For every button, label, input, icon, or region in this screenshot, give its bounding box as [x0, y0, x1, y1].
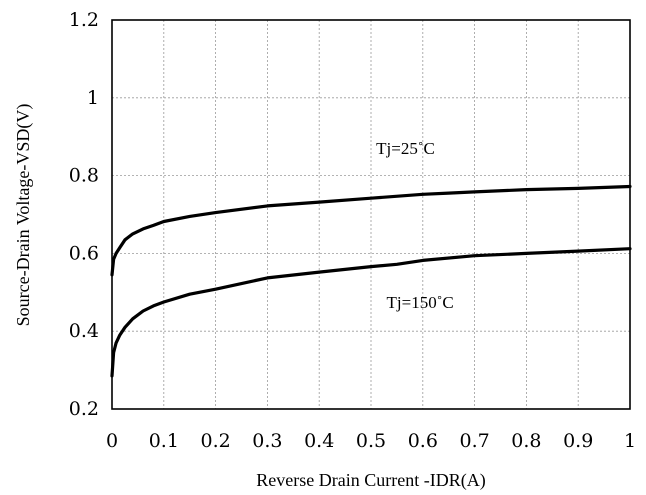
- y-tick-label: 1: [87, 87, 99, 109]
- x-tick-labels: 0 0.1 0.2 0.3 0.4 0.5 0.6 0.7 0.8 0.9 1: [106, 430, 636, 452]
- x-tick-label: 0.9: [563, 430, 593, 452]
- curve-annotation: Tj=150˚C: [387, 293, 454, 312]
- y-tick-label: 0.6: [69, 242, 99, 264]
- y-tick-label: 0.2: [69, 398, 99, 420]
- x-tick-label: 0.8: [511, 430, 541, 452]
- x-tick-label: 0.7: [459, 430, 489, 452]
- x-tick-label: 0.5: [356, 430, 386, 452]
- y-axis-label: Source-Drain Voltage-VSD(V): [13, 104, 34, 327]
- plot-frame: [111, 19, 631, 410]
- x-tick-label: 0.6: [408, 430, 438, 452]
- grid: [112, 20, 630, 409]
- x-tick-label: 1: [624, 430, 636, 452]
- annotations: Tj=25˚C Tj=150˚C: [376, 139, 454, 312]
- y-tick-label: 1.2: [69, 9, 99, 31]
- series-group: [110, 184, 632, 378]
- x-axis-label: Reverse Drain Current -IDR(A): [256, 470, 485, 491]
- curve-annotation: Tj=25˚C: [376, 139, 435, 158]
- x-tick-label: 0.2: [200, 430, 230, 452]
- series-line-1: [110, 184, 632, 277]
- y-tick-label: 0.4: [69, 320, 99, 342]
- x-tick-label: 0.3: [252, 430, 282, 452]
- x-tick-label: 0.1: [149, 430, 179, 452]
- x-tick-label: 0.4: [304, 430, 334, 452]
- y-tick-labels: 0.2 0.4 0.6 0.8 1 1.2: [69, 9, 99, 420]
- series-line-2: [110, 247, 632, 378]
- x-tick-label: 0: [106, 430, 118, 452]
- y-tick-label: 0.8: [69, 165, 99, 187]
